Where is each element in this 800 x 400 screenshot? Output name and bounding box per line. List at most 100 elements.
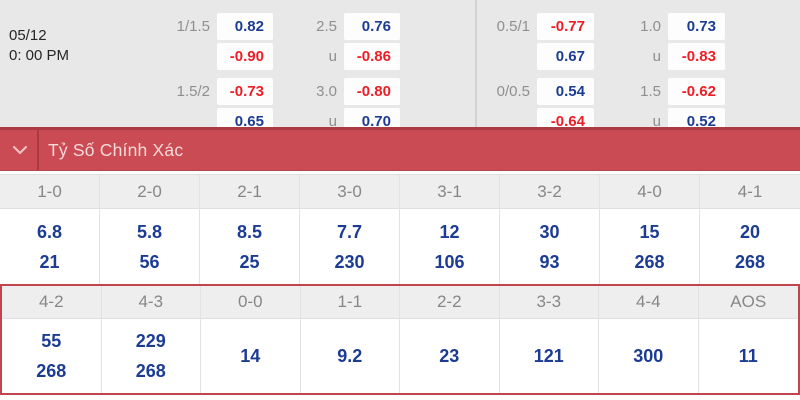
- odds-value[interactable]: -0.73: [217, 78, 273, 105]
- correct-score-table-row-1: 1-0 6.8 21 2-0 5.8 56 2-1 8.5 25 3-0 7.7…: [0, 174, 800, 284]
- odds-value[interactable]: 0.82: [217, 13, 273, 40]
- score-column-4-2: 4-2 55 268: [2, 286, 102, 393]
- odds-value[interactable]: 268: [135, 361, 166, 381]
- odds-value[interactable]: 268: [734, 251, 766, 272]
- odds-row: 1/1.5 0.82: [150, 13, 273, 40]
- score-odds-cell[interactable]: 5.8 56: [100, 209, 199, 284]
- odds-value[interactable]: 230: [334, 251, 365, 272]
- total-label: u: [652, 48, 661, 65]
- correct-score-table-row-2: 4-2 55 268 4-3 229 268 0-0 14 1-1 9.2 2-…: [0, 284, 800, 395]
- odds-value[interactable]: 30: [539, 221, 560, 242]
- score-label: AOS: [698, 286, 798, 319]
- odds-value[interactable]: 0.67: [537, 43, 594, 70]
- score-odds-cell[interactable]: 8.5 25: [200, 209, 299, 284]
- odds-value[interactable]: 21: [39, 251, 60, 272]
- odds-value[interactable]: 9.2: [337, 346, 363, 366]
- score-label: 2-2: [400, 286, 499, 319]
- odds-value[interactable]: 14: [240, 346, 261, 366]
- odds-value[interactable]: 0.54: [537, 78, 594, 105]
- score-label: 4-1: [700, 175, 800, 209]
- score-odds-cell[interactable]: 9.2: [300, 319, 399, 393]
- score-odds-cell[interactable]: 7.7 230: [300, 209, 399, 284]
- score-odds-cell[interactable]: 12 106: [400, 209, 499, 284]
- score-odds-cell[interactable]: 229 268: [101, 319, 200, 393]
- score-odds-cell[interactable]: 20 268: [700, 209, 800, 284]
- score-odds-cell[interactable]: 55 268: [2, 319, 101, 393]
- handicap-label: 0/0.5: [496, 83, 530, 100]
- odds-value[interactable]: 23: [439, 346, 460, 366]
- odds-row: u -0.86: [287, 43, 400, 70]
- score-label: 4-2: [2, 286, 101, 319]
- odds-value[interactable]: -0.86: [344, 43, 400, 70]
- odds-value[interactable]: 6.8: [36, 221, 63, 242]
- odds-row: u -0.83: [611, 43, 725, 70]
- match-date: 05/12: [9, 27, 47, 44]
- score-column-2-2: 2-2 23: [400, 286, 500, 393]
- score-odds-cell[interactable]: 300: [599, 319, 698, 393]
- score-column-4-3: 4-3 229 268: [101, 286, 201, 393]
- odds-row: 0.67: [480, 43, 594, 70]
- odds-value[interactable]: 300: [633, 346, 664, 366]
- odds-value[interactable]: 268: [634, 251, 665, 272]
- score-odds-cell[interactable]: 15 268: [600, 209, 699, 284]
- score-odds-cell[interactable]: 121: [499, 319, 598, 393]
- score-column-0-0: 0-0 14: [201, 286, 301, 393]
- odds-row: 0/0.5 0.54: [480, 78, 594, 105]
- score-column-1-0: 1-0 6.8 21: [0, 175, 100, 284]
- odds-value[interactable]: 15: [639, 221, 660, 242]
- total-label: u: [328, 48, 337, 65]
- odds-value[interactable]: 11: [738, 346, 758, 366]
- chevron-down-icon[interactable]: [12, 130, 28, 170]
- score-odds-cell[interactable]: 23: [400, 319, 499, 393]
- odds-row: 1.5 -0.62: [611, 78, 725, 105]
- odds-value[interactable]: 12: [439, 221, 460, 242]
- odds-value[interactable]: 55: [41, 331, 62, 351]
- odds-row: 0.5/1 -0.77: [480, 13, 594, 40]
- score-label: 3-3: [499, 286, 598, 319]
- score-label: 3-1: [400, 175, 499, 209]
- odds-row: 1.5/2 -0.73: [150, 78, 273, 105]
- odds-panel: 05/12 0: 00 PM 1/1.5 0.82 -0.90 1.5/2 -0…: [0, 0, 800, 135]
- odds-value[interactable]: -0.83: [668, 43, 725, 70]
- handicap-label: 0.5/1: [496, 18, 530, 35]
- panel-divider: [475, 0, 477, 127]
- score-odds-cell[interactable]: 11: [698, 319, 798, 393]
- odds-value[interactable]: 106: [434, 251, 465, 272]
- correct-score-section-header[interactable]: Tỷ Số Chính Xác: [0, 127, 800, 171]
- odds-value[interactable]: 7.7: [336, 221, 363, 242]
- score-label: 2-1: [200, 175, 299, 209]
- odds-value[interactable]: -0.62: [668, 78, 725, 105]
- score-column-3-1: 3-1 12 106: [400, 175, 500, 284]
- odds-value[interactable]: 5.8: [136, 221, 163, 242]
- odds-value[interactable]: 0.76: [344, 13, 400, 40]
- score-label: 0-0: [201, 286, 300, 319]
- score-odds-cell[interactable]: 14: [201, 319, 300, 393]
- score-odds-cell[interactable]: 30 93: [500, 209, 599, 284]
- score-column-4-0: 4-0 15 268: [600, 175, 700, 284]
- odds-value[interactable]: 121: [533, 346, 564, 366]
- odds-value[interactable]: 25: [239, 251, 260, 272]
- score-label: 3-2: [500, 175, 599, 209]
- score-column-3-3: 3-3 121: [499, 286, 599, 393]
- total-label: 2.5: [316, 18, 337, 35]
- odds-row: 3.0 -0.80: [287, 78, 400, 105]
- score-odds-cell[interactable]: 6.8 21: [0, 209, 99, 284]
- score-column-3-0: 3-0 7.7 230: [300, 175, 400, 284]
- odds-value[interactable]: 229: [135, 331, 166, 351]
- total-label: u: [652, 113, 661, 130]
- score-label: 3-0: [300, 175, 399, 209]
- odds-value[interactable]: 20: [739, 221, 761, 242]
- odds-value[interactable]: -0.90: [217, 43, 273, 70]
- score-column-aos: AOS 11: [698, 286, 798, 393]
- odds-value[interactable]: 8.5: [236, 221, 263, 242]
- odds-value[interactable]: 93: [539, 251, 560, 272]
- score-label: 1-1: [300, 286, 399, 319]
- total-label: 1.5: [640, 83, 661, 100]
- odds-value[interactable]: 0.73: [668, 13, 725, 40]
- odds-value[interactable]: -0.80: [344, 78, 400, 105]
- odds-value[interactable]: -0.77: [537, 13, 594, 40]
- score-column-4-1: 4-1 20 268: [700, 175, 800, 284]
- odds-value[interactable]: 56: [139, 251, 160, 272]
- odds-value[interactable]: 268: [36, 361, 67, 381]
- handicap-label: 1.5/2: [176, 83, 210, 100]
